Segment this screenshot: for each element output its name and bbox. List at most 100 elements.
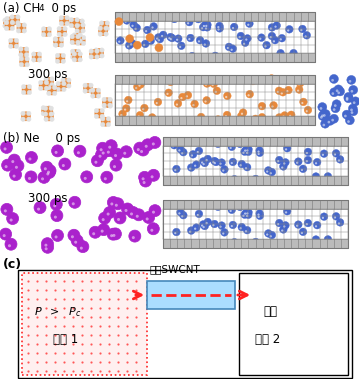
Circle shape — [238, 160, 246, 168]
Circle shape — [42, 106, 51, 115]
Circle shape — [90, 94, 95, 98]
Circle shape — [285, 148, 287, 150]
Circle shape — [230, 13, 238, 21]
Circle shape — [221, 229, 228, 236]
Circle shape — [186, 18, 193, 26]
Circle shape — [59, 37, 64, 42]
Circle shape — [241, 39, 249, 47]
Circle shape — [246, 152, 248, 154]
Circle shape — [9, 18, 13, 22]
Circle shape — [350, 108, 353, 111]
Circle shape — [133, 209, 145, 221]
Circle shape — [202, 163, 205, 165]
Circle shape — [10, 20, 15, 25]
Circle shape — [24, 47, 29, 51]
Circle shape — [73, 33, 82, 42]
Circle shape — [90, 88, 95, 92]
Circle shape — [312, 173, 320, 180]
Circle shape — [94, 53, 98, 58]
Circle shape — [119, 110, 126, 118]
Circle shape — [270, 235, 272, 237]
Circle shape — [97, 142, 109, 154]
Circle shape — [125, 42, 133, 49]
Circle shape — [331, 92, 334, 95]
Circle shape — [47, 86, 56, 95]
Circle shape — [280, 226, 287, 233]
Circle shape — [76, 34, 80, 39]
Circle shape — [211, 52, 219, 60]
Circle shape — [230, 162, 233, 164]
Circle shape — [5, 22, 9, 27]
Circle shape — [270, 18, 273, 20]
Circle shape — [78, 33, 82, 37]
Circle shape — [141, 40, 149, 48]
Circle shape — [113, 165, 116, 168]
Circle shape — [347, 75, 356, 85]
Circle shape — [96, 88, 101, 92]
Circle shape — [63, 27, 67, 31]
Circle shape — [342, 110, 351, 119]
Circle shape — [78, 39, 82, 43]
Circle shape — [321, 114, 324, 117]
Circle shape — [243, 43, 245, 45]
Circle shape — [154, 98, 162, 106]
Circle shape — [22, 28, 27, 33]
Circle shape — [334, 104, 337, 107]
Circle shape — [165, 89, 172, 97]
Circle shape — [214, 162, 216, 164]
Circle shape — [323, 114, 326, 117]
Circle shape — [260, 117, 262, 119]
Circle shape — [145, 30, 147, 32]
Circle shape — [61, 53, 66, 58]
Circle shape — [194, 227, 196, 230]
Circle shape — [53, 37, 58, 42]
Circle shape — [100, 22, 109, 30]
Circle shape — [22, 85, 31, 94]
Circle shape — [100, 114, 104, 119]
Circle shape — [84, 177, 87, 180]
Circle shape — [212, 161, 215, 163]
Circle shape — [195, 55, 202, 63]
Circle shape — [4, 147, 6, 150]
Circle shape — [176, 103, 178, 106]
Circle shape — [152, 211, 155, 214]
Circle shape — [101, 117, 110, 126]
Circle shape — [330, 88, 339, 97]
Circle shape — [244, 148, 252, 156]
Circle shape — [338, 160, 340, 162]
Circle shape — [349, 80, 351, 83]
Circle shape — [305, 139, 312, 146]
Circle shape — [125, 20, 127, 23]
Circle shape — [13, 175, 15, 178]
Circle shape — [288, 111, 295, 119]
Bar — [22, 273, 147, 375]
Circle shape — [76, 40, 80, 45]
Circle shape — [62, 164, 65, 167]
Circle shape — [346, 98, 349, 101]
Bar — [115, 12, 315, 21]
Circle shape — [151, 27, 154, 29]
Circle shape — [110, 234, 113, 237]
Circle shape — [98, 32, 103, 36]
Circle shape — [228, 143, 236, 150]
Circle shape — [280, 38, 282, 41]
Circle shape — [301, 102, 303, 104]
Circle shape — [294, 54, 302, 62]
Circle shape — [278, 53, 281, 55]
Circle shape — [246, 149, 248, 152]
Circle shape — [304, 156, 312, 164]
Circle shape — [283, 162, 285, 164]
Circle shape — [102, 104, 107, 108]
Circle shape — [84, 84, 93, 93]
Bar — [163, 137, 348, 185]
Circle shape — [44, 80, 49, 85]
Circle shape — [246, 90, 253, 98]
Circle shape — [333, 108, 336, 111]
Circle shape — [47, 111, 51, 116]
Circle shape — [275, 156, 283, 164]
Circle shape — [5, 238, 17, 250]
Circle shape — [205, 27, 207, 30]
Circle shape — [200, 221, 207, 228]
Circle shape — [330, 244, 332, 246]
Circle shape — [268, 23, 276, 31]
